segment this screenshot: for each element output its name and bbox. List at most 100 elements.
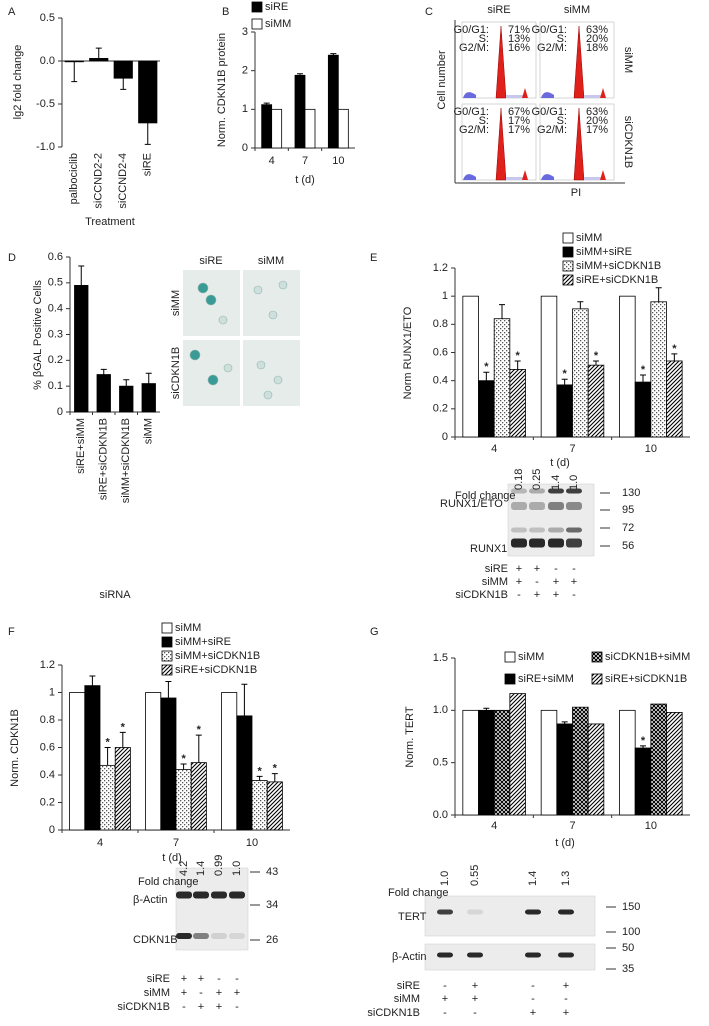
phase-label: G0/G1: <box>532 106 567 118</box>
x-tick-label: siRE <box>142 153 154 176</box>
condition-sign: + <box>181 987 187 999</box>
legend-label: siRE+siCDKN1B <box>175 664 257 676</box>
x-tick-label: 10 <box>645 820 657 832</box>
panel-label: G <box>370 626 379 638</box>
fold-change-value: 0.18 <box>513 469 525 490</box>
marker-label: 43 <box>266 866 278 878</box>
blot-band <box>566 488 582 494</box>
x-tick-label: 4 <box>269 155 275 167</box>
cell <box>278 280 288 290</box>
condition-sign: - <box>443 980 447 992</box>
y-axis-title: Norm RUNX1/ETO <box>402 306 414 399</box>
condition-sign: + <box>516 563 522 575</box>
micrograph <box>243 270 300 336</box>
cell <box>263 390 273 400</box>
x-axis-title: PI <box>571 187 581 199</box>
condition-name: siCDKN1B <box>455 589 508 601</box>
legend-label: siMM+siCDKN1B <box>576 260 661 272</box>
y-tick-label: 0.4 <box>433 375 448 387</box>
histogram-sub-g1 <box>463 174 476 180</box>
blot-band <box>176 933 192 939</box>
error-bar <box>145 372 152 384</box>
marker-label: 56 <box>622 540 634 552</box>
histogram-s <box>584 177 602 180</box>
condition-sign: + <box>198 973 204 985</box>
bar <box>572 706 589 816</box>
y-tick-label: 0 <box>49 824 55 836</box>
bar <box>236 715 253 831</box>
condition-sign: - <box>235 973 239 985</box>
condition-sign: - <box>572 589 576 601</box>
y-axis-title: Cell number <box>436 50 448 110</box>
bar <box>634 381 652 438</box>
condition-sign: - <box>531 993 535 1005</box>
bar <box>74 285 89 413</box>
blot-band <box>511 538 527 548</box>
fold-change-value: 0.25 <box>531 469 543 490</box>
legend-swatch <box>591 651 603 663</box>
fold-change-label: Fold change <box>388 887 449 899</box>
phase-percent: 20% <box>586 33 608 45</box>
histogram-sub-g1 <box>463 92 476 98</box>
blot-band <box>566 527 582 533</box>
phase-label: S: <box>479 33 489 45</box>
error-bar <box>180 763 187 770</box>
marker-label: 35 <box>622 963 634 975</box>
phase-percent: 71% <box>508 24 530 36</box>
condition-name: siCDKN1B <box>367 1007 420 1019</box>
marker-label: 26 <box>266 934 278 946</box>
histogram-sub-g1 <box>541 174 554 180</box>
error-bar <box>577 301 584 309</box>
error-bar <box>123 379 130 387</box>
histogram-g2-peak <box>522 170 528 180</box>
x-axis-title: Treatment <box>85 216 135 228</box>
x-tick-label: 10 <box>645 443 657 455</box>
bar <box>509 368 526 438</box>
blot-image <box>424 895 596 937</box>
bar <box>96 374 111 413</box>
significance-star: * <box>594 350 599 362</box>
x-tick-label: 7 <box>569 443 575 455</box>
legend-swatch <box>562 274 574 286</box>
error-bar <box>514 360 521 370</box>
significance-star: * <box>641 735 646 747</box>
legend-swatch <box>562 246 574 258</box>
condition-sign: - <box>199 987 203 999</box>
phase-percent: 13% <box>508 33 530 45</box>
y-tick-label: 1.2 <box>433 262 448 274</box>
bar <box>587 723 605 816</box>
legend-swatch <box>251 1 263 13</box>
legend-label: siRE <box>265 1 288 13</box>
legend-swatch <box>504 673 516 685</box>
legend-label: siCDKN1B+siMM <box>605 651 690 663</box>
bar <box>587 364 605 438</box>
condition-sign: - <box>535 576 539 588</box>
significance-star: * <box>516 350 521 362</box>
significance-star: * <box>105 736 110 748</box>
condition-sign: + <box>516 576 522 588</box>
phase-label: S: <box>557 33 567 45</box>
error-bar <box>483 371 490 381</box>
x-axis-title: t (d) <box>555 837 575 849</box>
fold-change-value: 0.99 <box>213 855 225 876</box>
cell <box>253 285 263 295</box>
phase-percent: 17% <box>508 124 530 136</box>
legend-swatch <box>161 636 173 648</box>
band-label: RUNX1/ETO <box>440 498 503 510</box>
legend-swatch <box>591 673 603 685</box>
histogram-sub-g1 <box>541 92 554 98</box>
bar <box>271 108 283 149</box>
bar <box>462 295 479 438</box>
error-bar <box>263 102 270 105</box>
x-tick-label: 10 <box>246 837 258 849</box>
error-bar <box>104 747 111 766</box>
blot-band <box>229 891 245 899</box>
blot-band <box>511 527 527 533</box>
panel-label: A <box>8 6 16 18</box>
condition-sign: + <box>442 993 448 1005</box>
error-bar <box>120 78 127 90</box>
x-tick-label: 7 <box>302 155 308 167</box>
significance-star: * <box>273 763 278 775</box>
fold-change-value: 4.2 <box>178 861 190 876</box>
